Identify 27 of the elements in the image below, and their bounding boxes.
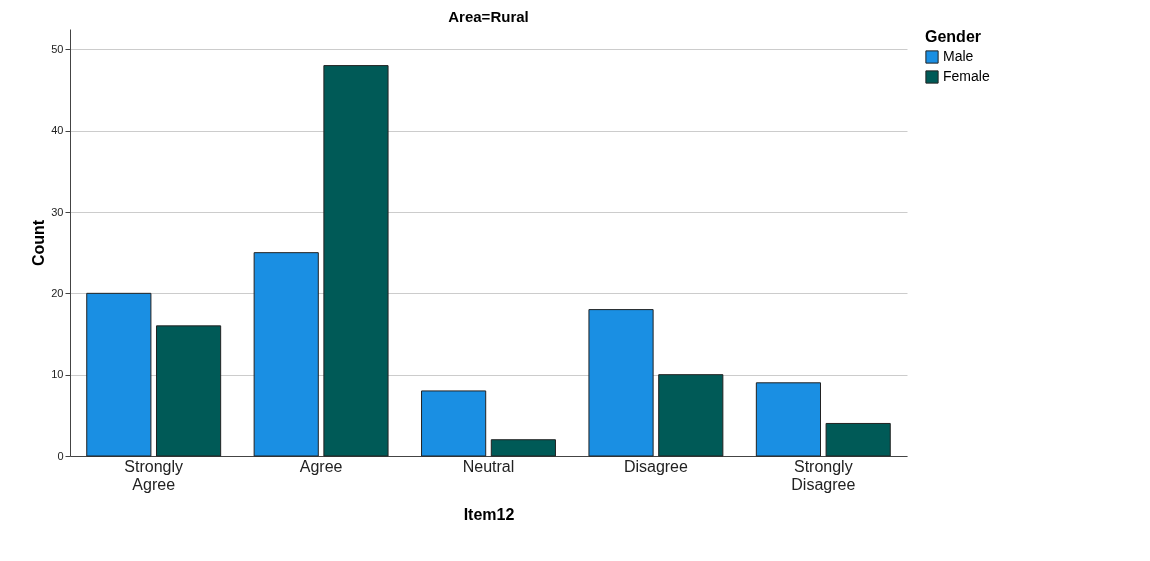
bar [86, 292, 152, 457]
bar [755, 382, 822, 457]
bar [421, 390, 487, 457]
bar [588, 309, 654, 457]
x-tick-label: Neutral [462, 457, 515, 475]
x-axis-title: Item12 [463, 505, 515, 523]
y-tick-label: 0 [57, 449, 64, 462]
y-axis-title: Count [30, 219, 48, 267]
x-tick-label: Strongly Agree [124, 457, 184, 493]
legend-label: Female [943, 68, 990, 84]
bar [490, 439, 556, 457]
bar [155, 325, 222, 457]
bar [323, 65, 389, 457]
legend-label: Male [943, 48, 974, 64]
legend-title: Gender [925, 28, 982, 45]
y-tick-label: 30 [51, 205, 64, 218]
y-tick-label: 50 [51, 42, 64, 55]
x-tick-label: Disagree [623, 457, 689, 475]
bar [658, 374, 724, 457]
bar [253, 252, 319, 457]
bar [825, 422, 891, 457]
y-tick-label: 10 [51, 368, 64, 381]
x-tick-label: Strongly Disagree [791, 457, 856, 493]
x-tick-label: Agree [299, 457, 343, 475]
chart-title: Area=Rural [448, 8, 529, 25]
y-tick-label: 40 [51, 124, 64, 137]
y-tick-label: 20 [51, 286, 64, 299]
